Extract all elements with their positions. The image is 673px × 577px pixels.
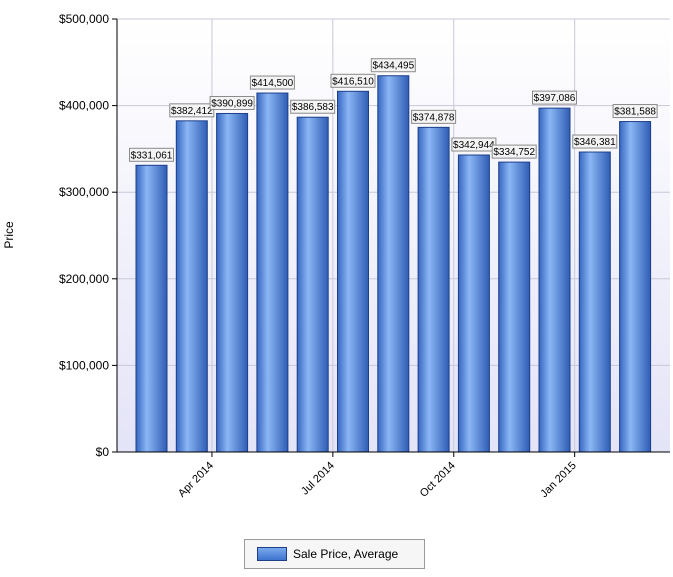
bar: [216, 112, 249, 453]
y-tick-label: $300,000: [59, 185, 109, 199]
y-tick-label: $0: [96, 445, 110, 459]
data-label: $374,878: [411, 109, 457, 124]
data-label-text: $397,086: [534, 93, 576, 104]
data-labels: $331,061 $382,412$390,899 $414,500 $386,583…: [129, 58, 658, 162]
data-label: $346,381: [572, 134, 618, 149]
bar: [296, 116, 329, 453]
data-label: $381,588: [612, 104, 658, 119]
bar: [256, 92, 289, 453]
data-label: $397,086: [532, 90, 577, 105]
data-label-text: $386,583: [292, 102, 334, 113]
data-label: $334,752: [491, 144, 537, 159]
data-label-text: $382,412: [171, 106, 213, 117]
x-tick-label: Oct 2014: [418, 460, 458, 500]
x-axis-ticks: Apr 2014 Jul 2014 Oct 2014 Jan 2015: [176, 452, 579, 500]
data-label-text: $390,899: [211, 98, 253, 109]
data-label-text: $416,510: [332, 76, 374, 87]
bar-series: [135, 75, 652, 453]
data-label: $331,061: [129, 147, 174, 162]
bar: [377, 75, 410, 453]
data-label-text: $381,588: [614, 107, 656, 118]
data-label-text: $334,752: [493, 147, 535, 158]
bar: [337, 90, 369, 453]
data-label-box: [532, 90, 577, 105]
x-tick-label: Apr 2014: [176, 460, 216, 500]
data-label: $386,583: [290, 99, 336, 114]
data-label-text: $414,500: [252, 78, 294, 89]
y-axis-label: Price: [2, 221, 16, 249]
data-label-box: [290, 99, 336, 114]
data-label-text: $331,061: [131, 150, 173, 161]
data-label: $434,495: [370, 58, 416, 73]
data-label-box: [451, 137, 497, 152]
bar: [417, 126, 450, 453]
data-label-box: [330, 73, 376, 88]
legend-swatch: [257, 547, 287, 561]
data-label-text: $346,381: [574, 137, 616, 148]
data-label-text: $434,495: [372, 61, 414, 72]
data-label-box: [129, 147, 174, 162]
legend-label: Sale Price, Average: [293, 547, 399, 561]
data-label-box: [370, 58, 416, 73]
data-label-box: [249, 75, 295, 90]
x-tick-label: Jul 2014: [299, 460, 337, 498]
legend: Sale Price, Average: [244, 539, 425, 569]
bar: [538, 107, 571, 453]
data-label-text: $342,944: [453, 140, 495, 151]
data-label-box: [612, 104, 658, 119]
bar: [175, 120, 208, 453]
x-tick-label: Jan 2015: [538, 460, 578, 500]
data-label: $414,500: [249, 75, 295, 90]
bar: [498, 161, 531, 453]
data-label-text: $374,878: [413, 112, 455, 123]
bar: [457, 154, 490, 453]
bar: [135, 164, 168, 453]
data-label-box: [411, 109, 457, 124]
data-label: $390,899: [209, 95, 255, 110]
data-label: $382,412: [169, 103, 215, 118]
data-label-box: [491, 144, 537, 159]
data-label-box: [169, 103, 215, 118]
y-tick-label: $400,000: [59, 99, 109, 113]
data-label: $416,510: [330, 73, 376, 88]
y-axis-ticks: $0 $100,000 $200,000 $300,000 $400,000 $500,0…: [59, 12, 117, 459]
y-tick-label: $100,000: [59, 358, 109, 372]
bar: [578, 151, 611, 453]
axes: [116, 19, 670, 453]
data-label-box: [209, 95, 255, 110]
y-tick-label: $200,000: [59, 272, 109, 286]
data-label-box: [572, 134, 618, 149]
bar: [619, 121, 652, 453]
data-label: $342,944: [451, 137, 497, 152]
y-tick-label: $500,000: [59, 12, 109, 26]
